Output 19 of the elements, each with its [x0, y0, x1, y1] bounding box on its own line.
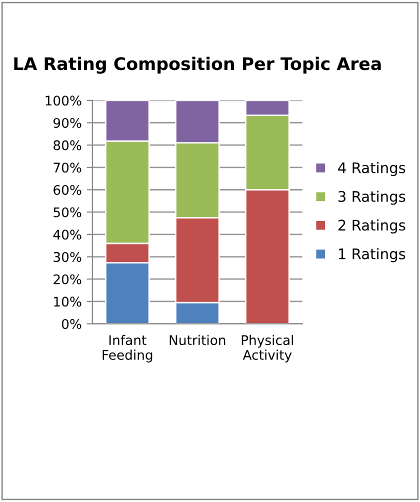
y-tick-label: 90% [53, 118, 82, 128]
x-tick-label: Physical Activity [242, 334, 293, 362]
x-tick-label: Infant Feeding [102, 334, 152, 362]
y-tick-label: 40% [53, 230, 82, 240]
y-tick-label: 80% [54, 140, 82, 150]
y-tick-label: 20% [54, 274, 82, 284]
y-tick-label: 100% [46, 96, 82, 106]
y-tick-label: 30% [54, 252, 82, 262]
chart-title: LA Rating Composition Per Topic Area [14, 56, 381, 74]
legend-label: 1 Ratings [339, 248, 406, 262]
y-tick-label: 70% [54, 162, 82, 173]
legend-label: 3 Ratings [338, 190, 406, 205]
x-tick-label: Nutrition [170, 334, 226, 346]
y-tick-label: 60% [54, 184, 82, 195]
y-tick-label: 0% [62, 319, 82, 329]
legend-label: 2 Ratings [338, 219, 406, 234]
y-tick-label: 50% [54, 207, 82, 218]
y-tick-label: 10% [54, 296, 82, 307]
legend-label: 4 Ratings [338, 162, 406, 176]
